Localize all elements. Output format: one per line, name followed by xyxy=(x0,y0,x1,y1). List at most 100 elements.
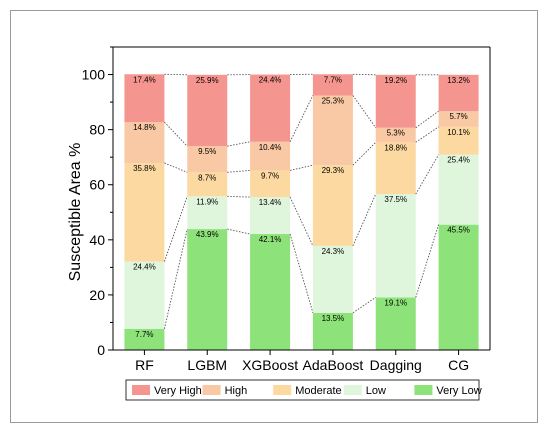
bar-very-low-cg xyxy=(438,224,479,350)
x-tick-label: XGBoost xyxy=(242,357,298,373)
data-label: 29.3% xyxy=(322,166,345,175)
bar-very-high-adaboost xyxy=(312,74,353,96)
data-label: 5.7% xyxy=(449,112,467,121)
data-label: 24.4% xyxy=(133,263,156,272)
data-label: 13.4% xyxy=(259,198,282,207)
bar-low-rf xyxy=(124,261,165,329)
x-tick-label: LGBM xyxy=(187,357,227,373)
connector-lines xyxy=(163,73,440,329)
legend-label: Very Low xyxy=(436,385,481,397)
data-label: 19.1% xyxy=(384,298,407,307)
bar-very-high-lgbm xyxy=(187,74,228,147)
legend-swatch xyxy=(414,385,433,395)
x-tick-label: RF xyxy=(135,357,154,373)
data-label: 7.7% xyxy=(135,330,153,339)
connector-line xyxy=(352,141,377,166)
legend-swatch xyxy=(343,385,362,395)
connector-line xyxy=(352,297,377,314)
data-labels: 7.7% 24.4% 35.8% 14.8% 17.4% 43.9% 11.9% 8.7% 9.… xyxy=(133,75,470,339)
bar-very-low-dagging xyxy=(375,297,416,350)
data-label: 11.9% xyxy=(196,197,218,206)
y-tick-label: 20 xyxy=(89,287,105,303)
connector-line xyxy=(164,121,188,147)
bar-low-cg xyxy=(438,154,479,225)
y-tick-label: 60 xyxy=(89,177,105,193)
bar-high-lgbm xyxy=(187,146,228,173)
data-label: 35.8% xyxy=(133,164,156,173)
bar-high-rf xyxy=(124,122,165,163)
bar-high-dagging xyxy=(375,127,416,143)
data-label: 9.7% xyxy=(261,171,279,180)
x-tick-label: CG xyxy=(448,357,469,373)
connector-line xyxy=(352,95,377,128)
data-label: 13.2% xyxy=(447,76,470,85)
connector-line xyxy=(227,169,251,173)
data-label: 43.9% xyxy=(196,230,219,239)
data-label: 9.5% xyxy=(198,147,216,156)
bar-very-high-dagging xyxy=(375,74,416,128)
bar-very-low-rf xyxy=(124,328,165,350)
legend: Very High High Moderate Low Very Low xyxy=(125,379,482,401)
legend-label: Very High xyxy=(154,385,202,397)
bar-low-dagging xyxy=(375,194,416,298)
bar-moderate-rf xyxy=(124,162,165,262)
bar-very-high-rf xyxy=(124,74,165,123)
legend-label: Low xyxy=(366,385,386,397)
y-tick-label: 100 xyxy=(82,67,106,83)
bar-low-xgboost xyxy=(250,197,291,235)
bar-very-high-cg xyxy=(438,74,479,112)
data-label: 24.4% xyxy=(259,76,282,85)
y-axis-title: Susceptible Area % xyxy=(67,143,84,282)
data-label: 19.2% xyxy=(384,76,407,85)
connector-line xyxy=(289,95,314,142)
bar-moderate-cg xyxy=(438,126,479,155)
axes: 0 20 40 60 80 100 RF LGBM XGBoost AdaBoost Dagging… xyxy=(82,46,491,373)
data-label: 8.7% xyxy=(198,173,216,182)
bar-high-adaboost xyxy=(312,95,353,166)
y-tick-label: 80 xyxy=(89,122,105,138)
connector-line xyxy=(289,164,314,171)
x-tick-label: AdaBoost xyxy=(303,357,364,373)
y-tick-label: 0 xyxy=(97,342,105,358)
bar-moderate-xgboost xyxy=(250,170,291,198)
connector-line xyxy=(163,196,188,262)
connector-line xyxy=(415,224,440,298)
bar-very-high-xgboost xyxy=(250,74,291,142)
connector-line xyxy=(164,73,188,76)
bar-low-lgbm xyxy=(187,196,228,230)
legend-label: High xyxy=(225,385,248,397)
data-label: 17.4% xyxy=(133,75,156,84)
data-label: 25.4% xyxy=(447,156,470,165)
bar-moderate-lgbm xyxy=(187,172,228,197)
data-label: 25.3% xyxy=(322,96,345,105)
data-label: 25.9% xyxy=(196,76,219,85)
data-label: 45.5% xyxy=(447,226,470,235)
data-label: 7.7% xyxy=(324,75,342,84)
connector-line xyxy=(164,162,188,173)
connector-line xyxy=(227,141,251,147)
bar-very-low-xgboost xyxy=(250,234,291,350)
data-label: 10.4% xyxy=(259,143,282,152)
legend-swatch xyxy=(132,385,150,395)
connector-line xyxy=(415,126,439,143)
bar-high-xgboost xyxy=(250,141,291,171)
connector-line xyxy=(227,195,251,198)
data-label: 42.1% xyxy=(259,235,282,244)
data-label: 13.5% xyxy=(322,314,345,323)
connector-line xyxy=(352,193,377,247)
data-label: 37.5% xyxy=(384,195,407,204)
connector-line xyxy=(415,110,439,129)
bars-layer xyxy=(124,74,479,350)
data-label: 14.8% xyxy=(133,123,156,132)
connector-line xyxy=(227,228,251,235)
y-tick-label: 40 xyxy=(89,232,105,248)
data-label: 10.1% xyxy=(447,128,470,137)
bar-high-cg xyxy=(438,111,479,127)
data-label: 18.8% xyxy=(384,143,407,152)
bar-moderate-adaboost xyxy=(312,165,353,246)
bar-very-low-lgbm xyxy=(187,229,228,350)
bar-moderate-dagging xyxy=(375,142,416,195)
legend-swatch xyxy=(202,385,221,395)
legend-label: Moderate xyxy=(295,385,341,397)
